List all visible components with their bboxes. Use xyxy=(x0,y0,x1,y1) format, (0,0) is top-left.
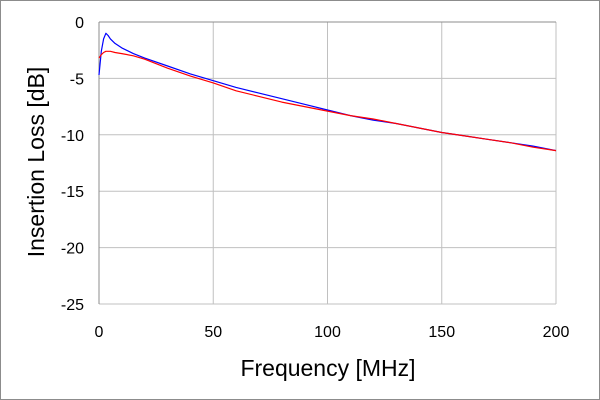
y-tick-label: -20 xyxy=(61,241,84,258)
x-tick-label: 50 xyxy=(204,324,222,341)
x-tick-label: 0 xyxy=(95,324,104,341)
y-tick-labels: 0 -5 -10 -15 -20 -25 xyxy=(61,15,84,314)
x-tick-label: 200 xyxy=(543,324,570,341)
x-tick-labels: 0 50 100 150 200 xyxy=(95,324,570,341)
gridlines xyxy=(99,22,557,305)
x-axis-title: Frequency [MHz] xyxy=(240,355,415,381)
x-tick-label: 100 xyxy=(314,324,341,341)
series-line-red xyxy=(98,50,557,152)
series-lines xyxy=(98,32,557,152)
y-tick-label: -15 xyxy=(61,184,84,201)
x-tick-label: 150 xyxy=(428,324,455,341)
y-axis-title: Insertion Loss [dB] xyxy=(23,67,49,258)
y-tick-label: -10 xyxy=(61,128,84,145)
y-tick-label: -5 xyxy=(70,71,84,88)
y-tick-label: -25 xyxy=(61,297,84,314)
y-tick-label: 0 xyxy=(75,15,84,32)
